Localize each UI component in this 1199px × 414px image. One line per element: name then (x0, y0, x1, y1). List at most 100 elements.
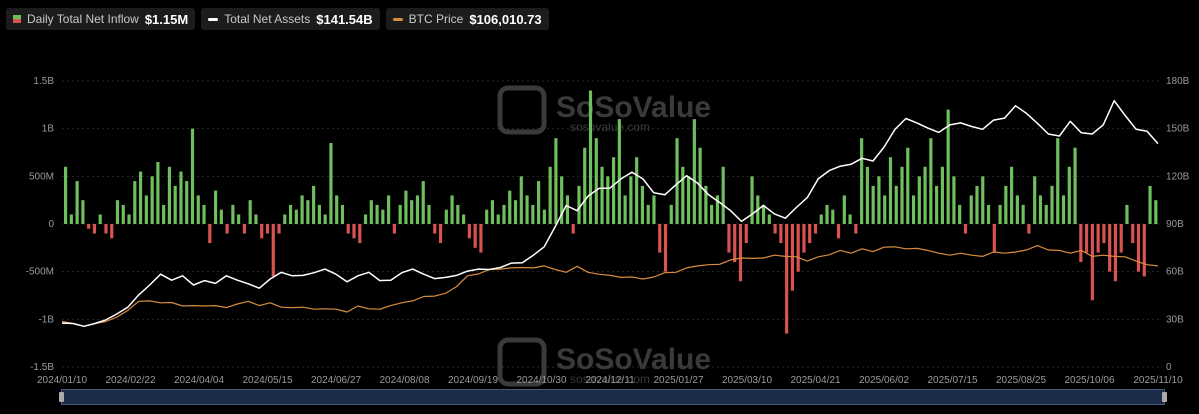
inflow-bar-positive[interactable] (156, 162, 160, 224)
legend-inflow[interactable]: Daily Total Net Inflow $1.15M (6, 8, 196, 30)
inflow-bar-positive[interactable] (1021, 204, 1025, 224)
inflow-bar-positive[interactable] (237, 214, 241, 224)
inflow-bar-positive[interactable] (185, 181, 189, 224)
inflow-bar-positive[interactable] (646, 204, 650, 224)
inflow-bar-positive[interactable] (335, 195, 339, 224)
inflow-bar-positive[interactable] (138, 171, 143, 224)
inflow-bar-positive[interactable] (75, 181, 79, 224)
inflow-bar-positive[interactable] (675, 138, 679, 224)
inflow-bar-positive[interactable] (531, 204, 535, 224)
scroller-left-handle[interactable] (59, 392, 64, 402)
inflow-bar-positive[interactable] (69, 214, 73, 224)
inflow-bar-negative[interactable] (744, 224, 748, 244)
total-net-assets-line[interactable] (61, 99, 1159, 328)
inflow-bar-positive[interactable] (767, 214, 771, 224)
inflow-bar-positive[interactable] (410, 200, 414, 224)
inflow-bar-positive[interactable] (219, 209, 223, 224)
inflow-bar-positive[interactable] (525, 195, 529, 224)
inflow-bar-positive[interactable] (600, 166, 604, 224)
inflow-bar-negative[interactable] (854, 224, 858, 234)
inflow-bar-positive[interactable] (1154, 200, 1158, 224)
inflow-bar-positive[interactable] (513, 200, 518, 224)
inflow-bar-positive[interactable] (883, 195, 887, 224)
inflow-bar-positive[interactable] (877, 176, 881, 224)
inflow-bar-negative[interactable] (663, 224, 668, 272)
inflow-bar-positive[interactable] (398, 204, 402, 224)
inflow-bar-positive[interactable] (906, 147, 910, 224)
inflow-bar-negative[interactable] (358, 224, 362, 244)
inflow-bar-positive[interactable] (127, 214, 131, 224)
inflow-bar-positive[interactable] (761, 204, 766, 224)
inflow-bar-positive[interactable] (577, 185, 581, 224)
inflow-bar-positive[interactable] (940, 166, 944, 224)
inflow-bar-positive[interactable] (162, 204, 166, 224)
inflow-bar-positive[interactable] (825, 204, 829, 224)
inflow-bar-positive[interactable] (652, 195, 656, 224)
inflow-bar-positive[interactable] (888, 157, 893, 224)
inflow-bar-negative[interactable] (438, 224, 443, 244)
inflow-bar-positive[interactable] (1056, 138, 1060, 224)
inflow-bar-positive[interactable] (900, 166, 904, 224)
inflow-bar-positive[interactable] (848, 214, 852, 224)
inflow-bar-negative[interactable] (265, 224, 270, 234)
inflow-bar-positive[interactable] (254, 214, 258, 224)
inflow-bar-negative[interactable] (473, 224, 477, 248)
inflow-bar-positive[interactable] (375, 204, 379, 224)
inflow-bar-negative[interactable] (392, 224, 396, 234)
inflow-bar-positive[interactable] (565, 195, 570, 224)
inflow-bar-negative[interactable] (110, 224, 114, 239)
inflow-bar-positive[interactable] (485, 209, 489, 224)
btc-price-line[interactable] (61, 245, 1159, 327)
inflow-bar-positive[interactable] (456, 204, 460, 224)
inflow-bar-positive[interactable] (1148, 185, 1152, 224)
inflow-bar-positive[interactable] (750, 176, 754, 224)
inflow-bar-positive[interactable] (317, 204, 321, 224)
inflow-bar-negative[interactable] (87, 224, 91, 229)
inflow-bar-negative[interactable] (802, 224, 806, 253)
inflow-bar-positive[interactable] (952, 176, 956, 224)
inflow-bar-negative[interactable] (1136, 224, 1141, 272)
inflow-bar-positive[interactable] (496, 214, 500, 224)
inflow-bar-negative[interactable] (571, 224, 575, 234)
inflow-bar-positive[interactable] (64, 166, 68, 224)
inflow-bar-positive[interactable] (404, 190, 408, 224)
inflow-bar-positive[interactable] (508, 190, 512, 224)
inflow-bar-positive[interactable] (190, 128, 195, 224)
inflow-bar-positive[interactable] (81, 200, 85, 224)
inflow-bar-negative[interactable] (1096, 224, 1100, 253)
inflow-bar-positive[interactable] (1061, 195, 1066, 224)
inflow-bar-negative[interactable] (1142, 224, 1146, 277)
inflow-bar-positive[interactable] (179, 171, 183, 224)
inflow-bar-positive[interactable] (986, 204, 991, 224)
inflow-bar-positive[interactable] (894, 185, 898, 224)
inflow-bar-negative[interactable] (1102, 224, 1106, 244)
inflow-bar-positive[interactable] (842, 195, 846, 224)
legend-btc[interactable]: BTC Price $106,010.73 (385, 8, 549, 30)
inflow-bar-positive[interactable] (115, 200, 120, 224)
inflow-bar-positive[interactable] (721, 166, 725, 224)
inflow-bar-positive[interactable] (202, 204, 206, 224)
inflow-bar-positive[interactable] (462, 214, 466, 224)
inflow-bar-positive[interactable] (583, 147, 587, 224)
inflow-bar-positive[interactable] (329, 142, 333, 224)
inflow-bar-positive[interactable] (819, 214, 823, 224)
inflow-bar-negative[interactable] (992, 224, 996, 253)
inflow-bar-negative[interactable] (104, 224, 108, 234)
inflow-bar-positive[interactable] (519, 176, 523, 224)
inflow-bar-positive[interactable] (715, 195, 720, 224)
inflow-bar-negative[interactable] (1079, 224, 1083, 263)
inflow-bar-positive[interactable] (1044, 204, 1048, 224)
inflow-bar-positive[interactable] (537, 181, 541, 224)
inflow-bar-positive[interactable] (917, 176, 921, 224)
inflow-bar-positive[interactable] (300, 195, 304, 224)
inflow-bar-positive[interactable] (340, 204, 345, 224)
inflow-bar-negative[interactable] (1113, 224, 1118, 282)
inflow-bar-positive[interactable] (421, 181, 425, 224)
inflow-bar-negative[interactable] (433, 224, 437, 234)
inflow-bar-positive[interactable] (288, 204, 293, 224)
inflow-bar-positive[interactable] (617, 119, 621, 224)
inflow-bar-positive[interactable] (623, 195, 627, 224)
inflow-bar-positive[interactable] (1038, 195, 1043, 224)
inflow-bar-positive[interactable] (150, 176, 154, 224)
inflow-bar-positive[interactable] (213, 190, 218, 224)
